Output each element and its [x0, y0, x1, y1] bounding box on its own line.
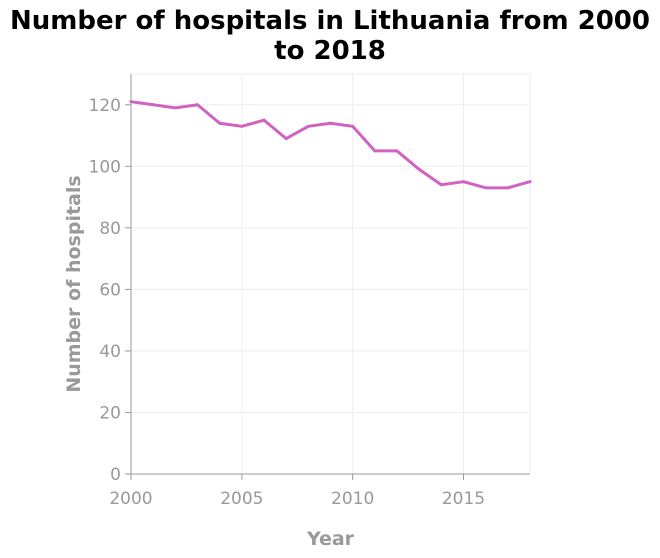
x-axis-title: Year — [306, 528, 355, 550]
y-tick-label: 0 — [110, 465, 121, 485]
data-point — [306, 124, 310, 128]
chart-title-line-1: Number of hospitals in Lithuania from 20… — [10, 6, 650, 36]
y-tick-label: 120 — [89, 96, 121, 116]
y-tick-label: 20 — [99, 403, 121, 423]
data-point — [462, 180, 465, 184]
y-tick-label: 100 — [89, 157, 121, 177]
y-tick-label: 60 — [99, 280, 121, 300]
data-point — [284, 137, 288, 141]
data-point — [395, 149, 399, 153]
data-point — [196, 103, 199, 107]
data-point — [484, 186, 488, 190]
data-point — [173, 106, 177, 110]
grid-lines — [130, 73, 531, 475]
data-point — [506, 186, 510, 190]
y-tick-label: 80 — [99, 219, 121, 239]
series-line — [129, 100, 532, 190]
y-axis-title: Number of hospitals — [63, 175, 85, 392]
data-point — [351, 124, 355, 128]
data-point — [129, 100, 133, 104]
data-point — [151, 103, 155, 107]
data-point — [329, 121, 332, 125]
series-group — [129, 100, 532, 190]
data-point — [417, 167, 421, 171]
data-point — [439, 183, 443, 187]
data-point — [240, 124, 244, 128]
tick-labels: 0 20 40 60 80 100 120 2000 2005 2010 2015 — [89, 96, 486, 509]
data-point — [528, 180, 532, 184]
x-tick-label: 2000 — [109, 489, 152, 509]
data-point — [218, 121, 222, 125]
chart-title: Number of hospitals in Lithuania from 20… — [0, 6, 660, 66]
chart-title-line-2: to 2018 — [274, 36, 386, 66]
data-point — [373, 149, 377, 153]
plot-frame — [130, 73, 531, 475]
y-tick-label: 40 — [99, 342, 121, 362]
axes — [125, 74, 530, 480]
data-point — [262, 118, 266, 122]
x-tick-label: 2010 — [331, 489, 374, 509]
x-tick-label: 2005 — [220, 489, 263, 509]
x-tick-label: 2015 — [442, 489, 485, 509]
